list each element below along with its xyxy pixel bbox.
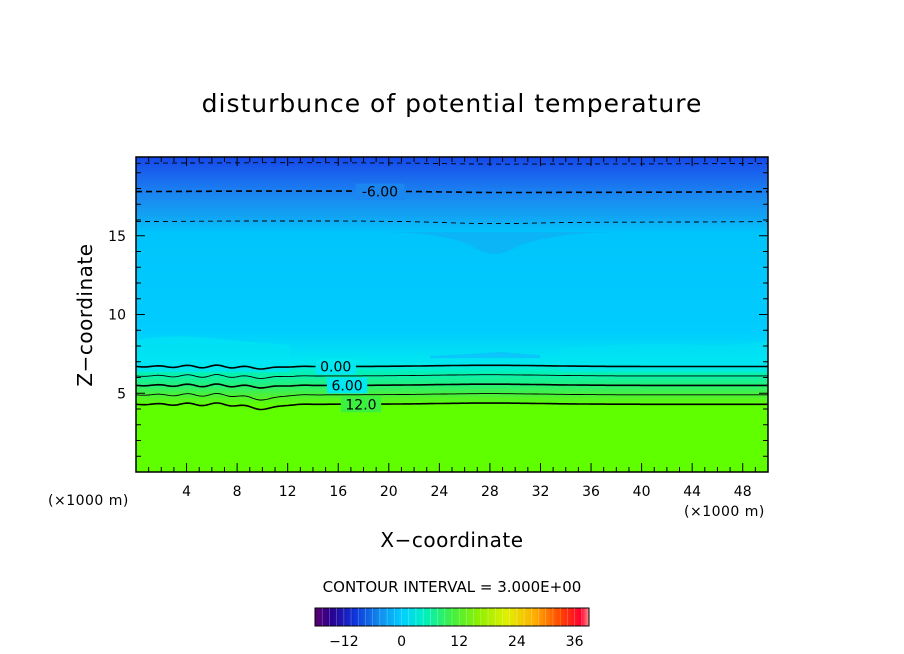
- x-tick-label: 48: [734, 484, 752, 500]
- contour-line: [136, 190, 768, 194]
- contour-line: [136, 383, 768, 389]
- x-tick-label: 44: [683, 484, 701, 500]
- x-tick-label: 32: [532, 484, 550, 500]
- x-tick-label: 20: [380, 484, 398, 500]
- x-tick-label: 8: [233, 484, 242, 500]
- colorbar-tick-label: 12: [450, 634, 468, 650]
- contour-lines: [136, 162, 768, 411]
- contour-label: -6.00: [362, 185, 398, 201]
- contour-label-gap: [326, 377, 368, 394]
- x-tick-label: 16: [329, 484, 347, 500]
- colorbar: [314, 607, 590, 627]
- y-tick-label: 10: [108, 308, 126, 324]
- colorbar-tick-label: 0: [397, 634, 406, 650]
- y-tick-label: 5: [117, 386, 126, 402]
- colorbar-tick-label: 24: [508, 634, 526, 650]
- x-tick-label: 24: [430, 484, 448, 500]
- x-tick-label: 36: [582, 484, 600, 500]
- x-tick-label: 4: [182, 484, 191, 500]
- plot-area: [136, 157, 768, 472]
- colorbar-ticks: −12 0 12 24 36: [329, 634, 584, 650]
- contour-label: 6.00: [332, 378, 363, 394]
- x-tick-label: 28: [481, 484, 499, 500]
- chart-title: disturbunce of potential temperature: [202, 89, 703, 118]
- contour-line: [136, 393, 768, 401]
- contour-line: [136, 402, 768, 411]
- contour-line: [136, 162, 768, 165]
- contour-interval-text: CONTOUR INTERVAL = 3.000E+00: [323, 578, 582, 596]
- y-axis-label: Z−coordinate: [73, 243, 97, 386]
- colorbar-dividers: [321, 608, 583, 626]
- contour-label-gap: [315, 358, 356, 375]
- x-tick-label: 12: [279, 484, 297, 500]
- noise-speckle: [430, 352, 540, 358]
- right-cyan-bulge: [560, 340, 768, 372]
- contour-label-gap: [340, 396, 382, 413]
- contour-label: 0.00: [320, 359, 351, 375]
- field-fill: [136, 157, 768, 472]
- colorbar-tick-label: −12: [329, 634, 359, 650]
- center-dip-shading: [380, 232, 620, 254]
- contour-line: [136, 364, 768, 370]
- x-tick-label: 40: [633, 484, 651, 500]
- y-tick-label: 15: [108, 229, 126, 245]
- left-cyan-bulge: [136, 336, 290, 372]
- contour-label-gap: [355, 183, 405, 200]
- x-ticks: 4 8 12 16 20 24 28 32 36 40 44 48: [148, 157, 756, 500]
- contour-label: 12.0: [345, 397, 376, 413]
- colorbar-tick-label: 36: [566, 634, 584, 650]
- contour-line: [136, 374, 768, 379]
- x-axis-label: X−coordinate: [380, 528, 523, 552]
- contour-labels: -6.00 0.00 6.00 12.0: [315, 183, 405, 413]
- contour-line: [136, 220, 768, 225]
- x-unit-right: (×1000 m): [684, 504, 765, 520]
- x-unit-left: (×1000 m): [48, 493, 129, 509]
- y-ticks: 5 10 15: [108, 172, 768, 457]
